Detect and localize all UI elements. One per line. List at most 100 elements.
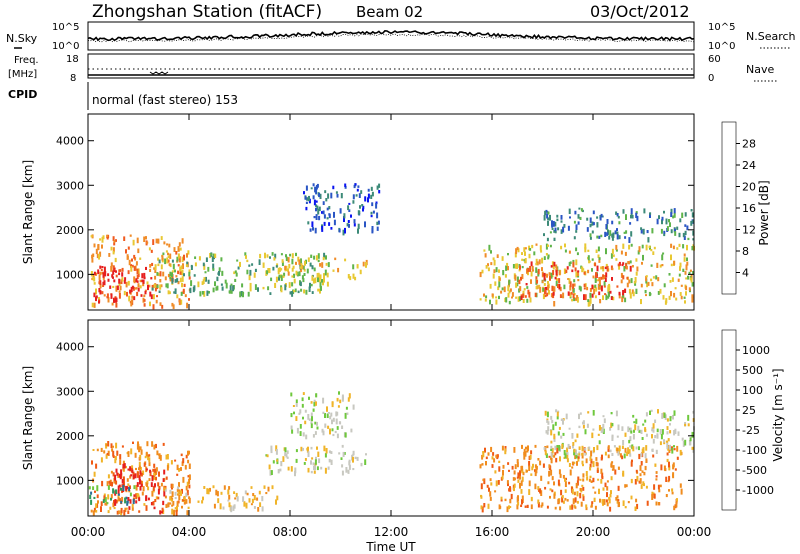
data-cell [160,284,163,288]
data-cell [152,468,155,472]
data-cell [155,476,157,481]
data-cell [242,496,245,502]
colorbar-tick-label: -25 [742,424,760,437]
data-cell [495,267,498,273]
data-cell [578,446,581,451]
data-cell [559,473,562,478]
colorbar-tick-label: 4 [742,267,749,280]
data-cell [300,258,302,264]
data-cell [266,454,269,458]
data-cell [137,272,140,278]
data-cell [622,290,625,296]
data-cell [579,412,582,415]
data-cell [669,416,672,422]
data-cell [521,495,524,500]
data-cell [324,453,327,458]
data-cell [485,456,488,460]
data-cell [130,286,133,293]
data-cell [149,264,152,268]
data-cell [312,183,315,187]
data-cell [596,467,599,472]
data-cell [522,299,525,303]
data-cell [490,262,493,266]
data-cell [146,441,149,447]
data-cell [133,254,136,259]
data-cell [550,457,553,464]
data-cell [155,299,158,304]
data-cell [376,212,379,219]
data-cell [307,414,310,420]
data-cell [585,458,588,464]
data-cell [629,427,632,433]
noise-tick-left-top: 10^5 [52,22,79,33]
data-cell [317,259,320,263]
data-cell [521,444,523,449]
data-cell [144,289,147,292]
data-cell [513,487,515,492]
data-cell [98,281,101,285]
data-cell [632,446,635,452]
data-cell [176,294,179,299]
data-cell [483,503,486,508]
data-cell [322,397,325,404]
data-cell [100,501,103,506]
data-cell [597,246,600,252]
data-cell [591,221,594,226]
data-cell [314,227,317,234]
data-cell [557,479,560,486]
data-cell [559,506,562,511]
data-cell [357,210,360,215]
data-cell [492,452,495,456]
data-cell [230,506,233,513]
data-cell [659,441,662,446]
data-cell [117,496,120,502]
freq-right-label: Nave [746,63,774,76]
data-cell [587,300,590,307]
data-cell [313,401,316,407]
data-cell [684,230,687,236]
data-cell [673,445,675,448]
data-cell [529,454,532,460]
data-cell [582,478,585,482]
data-cell [551,285,554,291]
data-cell [158,453,161,459]
data-cell [179,277,182,283]
data-cell [630,478,633,484]
data-cell [371,228,374,234]
data-cell [572,288,575,293]
data-cell [541,257,544,264]
data-cell [323,221,326,226]
data-cell [123,509,126,516]
data-cell [338,391,340,395]
data-cell [100,447,103,452]
data-cell [111,481,113,487]
data-cell [317,451,320,457]
data-cell [341,444,344,448]
data-cell [617,263,620,267]
data-cell [307,257,310,262]
data-cell [197,500,200,503]
data-cell [131,469,134,474]
data-cell [102,272,105,278]
data-cell [152,304,155,310]
data-cell [545,430,548,434]
data-cell [542,273,545,277]
data-cell [494,490,497,493]
data-cell [625,230,628,234]
data-cell [535,267,538,273]
data-cell [291,282,294,287]
data-cell [692,450,695,453]
data-cell [103,450,106,454]
data-cell [635,258,638,262]
data-cell [294,288,297,293]
data-cell [578,413,580,420]
data-cell [624,251,627,256]
data-cell [489,299,491,305]
data-cell [96,253,99,259]
data-cell [118,278,121,284]
data-cell [668,219,670,223]
data-cell [568,445,571,449]
data-cell [348,209,351,212]
data-cell [675,297,678,301]
data-cell [286,456,289,459]
